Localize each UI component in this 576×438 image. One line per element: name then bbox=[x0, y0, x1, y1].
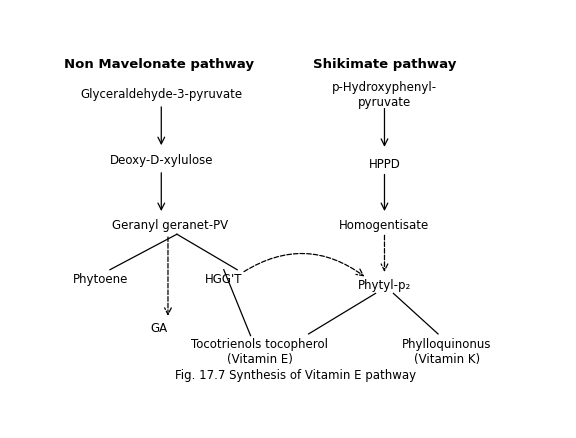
Text: Glyceraldehyde-3-pyruvate: Glyceraldehyde-3-pyruvate bbox=[80, 88, 242, 101]
Text: Homogentisate: Homogentisate bbox=[339, 218, 430, 231]
Text: Shikimate pathway: Shikimate pathway bbox=[313, 58, 456, 71]
Text: Phytyl-p₂: Phytyl-p₂ bbox=[358, 279, 411, 292]
Text: p-Hydroxyphenyl-
pyruvate: p-Hydroxyphenyl- pyruvate bbox=[332, 81, 437, 109]
Text: Phytoene: Phytoene bbox=[73, 272, 128, 285]
Text: Phylloquinonus
(Vitamin K): Phylloquinonus (Vitamin K) bbox=[402, 337, 492, 365]
Text: Tocotrienols tocopherol
(Vitamin E): Tocotrienols tocopherol (Vitamin E) bbox=[191, 337, 328, 365]
Text: Fig. 17.7 Synthesis of Vitamin E pathway: Fig. 17.7 Synthesis of Vitamin E pathway bbox=[175, 368, 416, 381]
Text: HGG'T: HGG'T bbox=[205, 272, 242, 285]
Text: GA: GA bbox=[150, 321, 168, 334]
Text: HPPD: HPPD bbox=[369, 157, 400, 170]
Text: Deoxy-D-xylulose: Deoxy-D-xylulose bbox=[109, 154, 213, 167]
Text: Geranyl geranet-PV: Geranyl geranet-PV bbox=[112, 218, 228, 231]
FancyArrowPatch shape bbox=[244, 254, 363, 276]
Text: Non Mavelonate pathway: Non Mavelonate pathway bbox=[64, 58, 254, 71]
